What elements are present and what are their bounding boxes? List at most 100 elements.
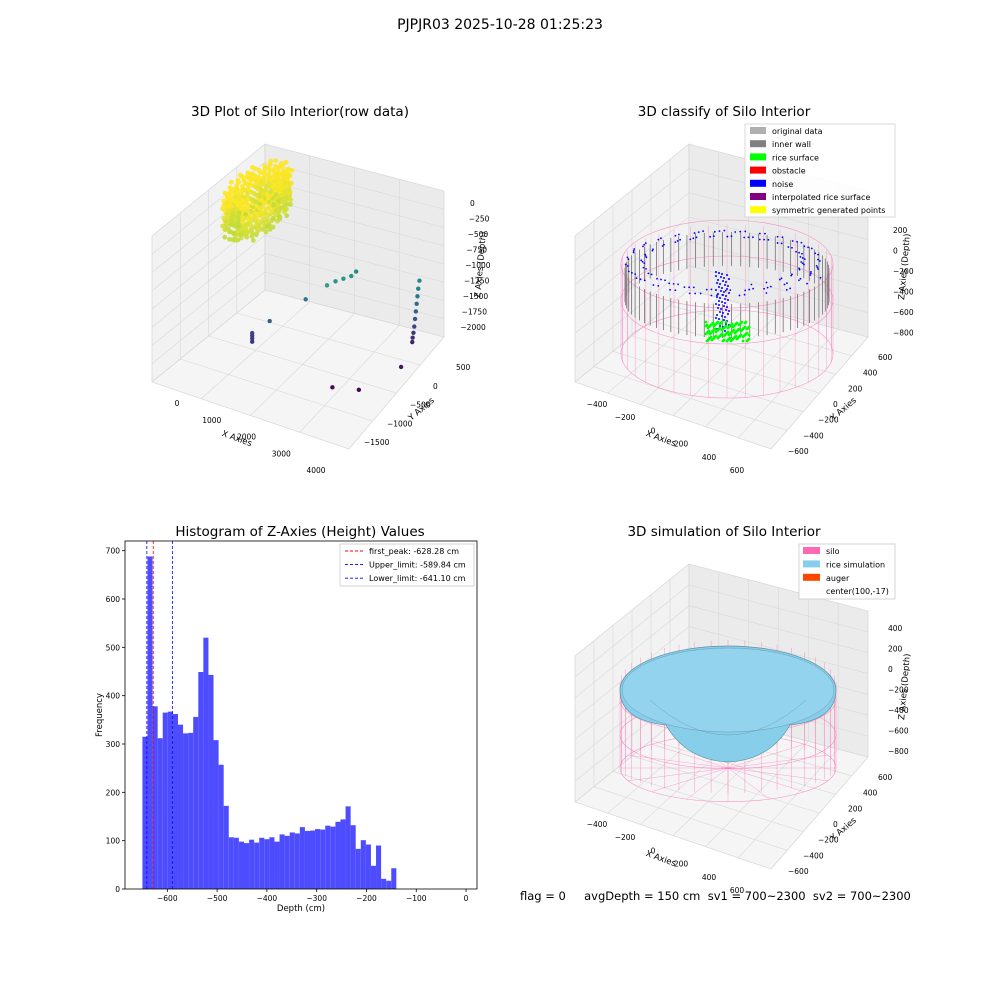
grid-line [151,271,266,364]
grid-line [650,320,836,375]
legend: first_peak: -628.28 cm Upper_limit: -589.… [339,543,475,587]
cluster-point [284,175,290,181]
histogram-bar [386,880,392,889]
cluster-point [261,175,267,181]
rice-surface-point [707,329,711,333]
noise-point [787,246,790,248]
cluster-point [283,159,289,165]
rice-surface-point [735,321,739,325]
cluster-point [247,181,253,187]
histogram-bar [284,835,290,889]
silo-floor-spoke [686,767,729,800]
panel1-raw-scatter: 010002000300040005000−500−1000−15000−250… [151,143,491,475]
noise-point [664,279,666,282]
x-tick-label: −500 [207,894,228,903]
grid-line [151,235,266,328]
cluster-point [229,198,235,203]
noise-point [652,284,655,286]
cluster-point [270,195,276,201]
noise-point [800,241,803,244]
legend: silo rice simulation auger center(100,-17) [798,543,896,600]
noise-point [727,313,729,315]
cluster-point [264,213,270,219]
rice-surface-point [726,330,730,334]
histogram-bar [325,825,331,889]
noise-point [652,248,654,251]
noise-point [814,252,817,255]
noise-point [816,266,819,269]
noise-point [718,272,720,274]
cluster-point [236,210,242,216]
z-tick-label: −200 [888,686,909,695]
noise-point [642,266,645,269]
noise-point [723,229,726,232]
noise-point [780,242,783,245]
panel4-title: 3D simulation of Silo Interior [627,524,821,540]
silo-floor-spoke [651,767,729,792]
noise-point [765,292,768,294]
y-tick-label: −500 [410,401,431,410]
rice-surface-point [747,337,751,341]
noise-point [716,296,718,298]
histogram-bar [233,837,239,889]
noise-point [743,236,746,239]
noise-point [817,268,819,270]
cluster-point [222,234,228,240]
noise-point [644,255,647,257]
noise-point [819,260,821,262]
noise-point [765,281,768,284]
noise-point [785,288,788,291]
cluster-point [244,174,250,179]
y-axis-label: Frequency [95,693,105,737]
cluster-point [258,170,264,176]
noise-point [660,278,662,281]
grid-line [151,381,350,450]
y-tick-label: 500 [106,643,121,652]
noise-point [717,307,719,309]
histogram-bar [391,868,397,889]
x-tick-label: −100 [406,894,427,903]
cluster-point [243,225,249,230]
noise-point [727,285,729,287]
noise-point [709,235,712,238]
noise-point [723,277,725,279]
noise-point [645,256,648,259]
data-point [416,286,421,291]
noise-point [627,270,630,273]
noise-point [650,273,653,276]
cluster-point [240,183,246,189]
noise-point [725,295,727,297]
histogram-bar [264,839,270,889]
rice-surface-point [741,339,745,343]
rice-surface-point [737,327,741,331]
noise-point [643,262,646,264]
legend-label: auger [826,574,850,583]
histogram-bar [274,841,280,889]
cluster-point [259,191,265,197]
noise-point [663,243,665,246]
histogram-bar [340,819,346,889]
noise-point [743,293,746,296]
z-tick-label: −500 [468,230,489,239]
histogram-bar [345,806,351,889]
rice-surface-point [745,331,749,335]
data-point [414,301,419,307]
noise-point [766,286,769,289]
grid-line [574,381,772,450]
noise-point [669,288,671,291]
noise-point [705,288,708,291]
cluster-point [263,187,269,193]
noise-point [626,256,629,259]
noise-point [626,265,629,267]
cluster-point [281,209,287,215]
grid-line [574,143,690,237]
noise-point [724,302,726,304]
panel3-title: Histogram of Z-Axies (Height) Values [175,524,424,540]
y-tick-label: 600 [878,773,893,782]
noise-point [692,286,695,289]
legend-label: noise [772,180,793,189]
x-tick-label: −200 [615,833,636,842]
noise-point [750,283,753,286]
legend-label: center(100,-17) [826,587,889,596]
noise-point [801,262,804,265]
